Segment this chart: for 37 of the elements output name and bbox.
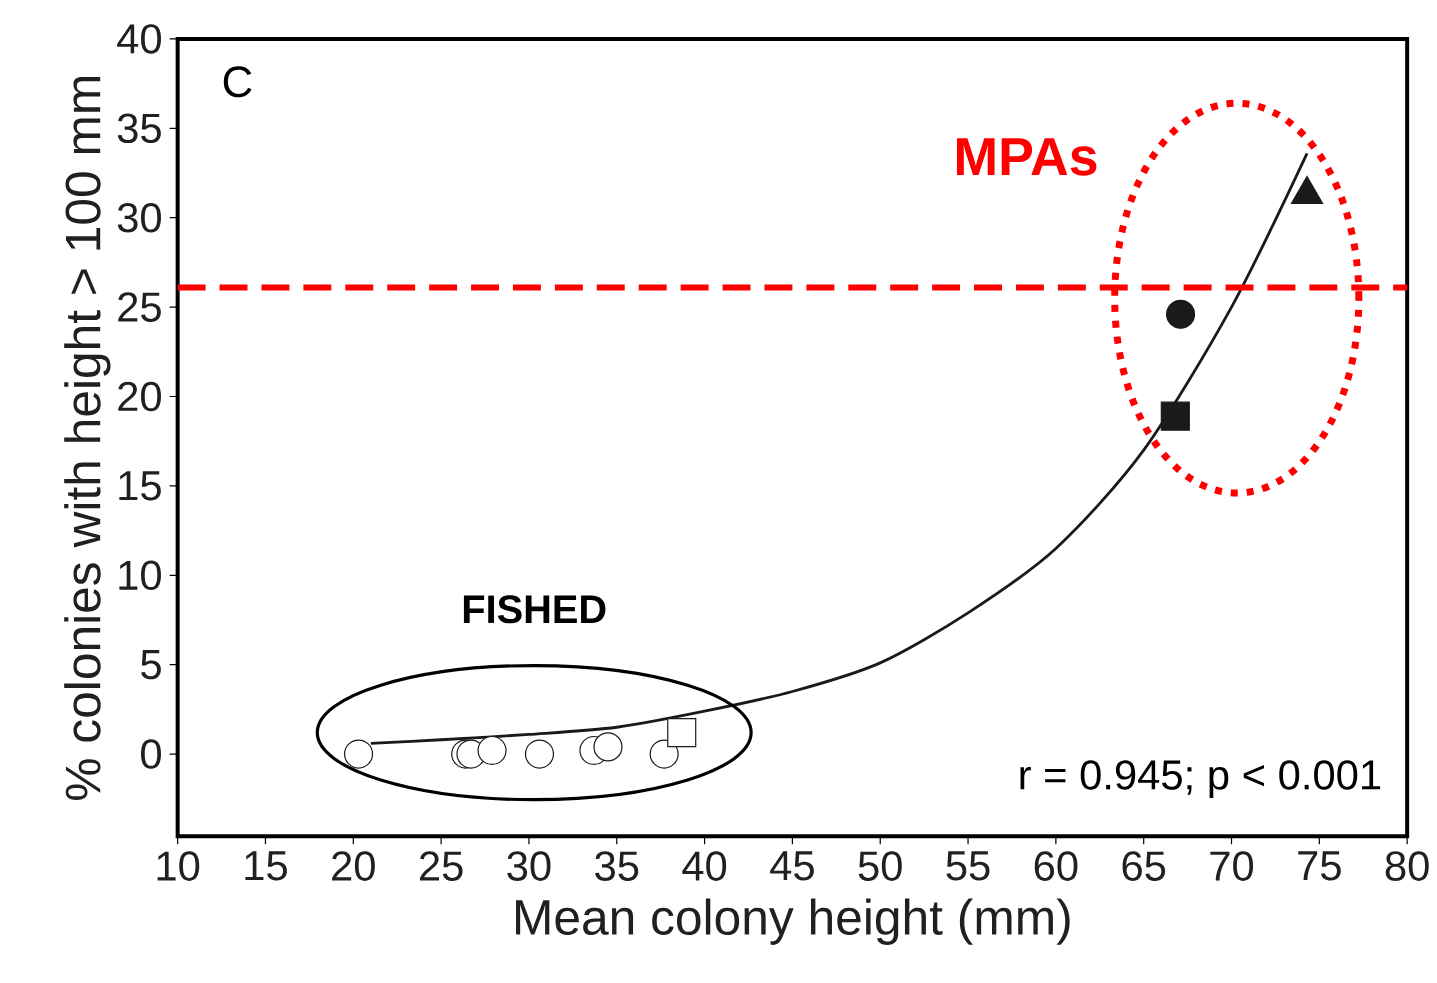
point <box>1166 299 1196 329</box>
y-tick-label: 30 <box>117 202 161 233</box>
point <box>524 739 555 769</box>
point <box>1160 401 1190 431</box>
point <box>667 718 697 748</box>
y-tick-label: 35 <box>117 113 161 144</box>
point <box>649 739 679 769</box>
y-tick-label: 10 <box>119 560 161 591</box>
annotation: MPAs <box>957 138 1097 176</box>
x-tick-label: 65 <box>1122 851 1166 881</box>
y-tick-label: 25 <box>118 292 161 322</box>
x-tick-label: 40 <box>682 851 727 881</box>
x-tick-label: 20 <box>332 851 375 881</box>
x-tick-label: 35 <box>595 851 639 881</box>
point <box>343 739 374 769</box>
annotation: r = 0.945; p < 0.001 <box>1020 760 1381 799</box>
annotation: C <box>223 66 252 98</box>
x-tick-label: 60 <box>1034 851 1078 881</box>
point <box>477 735 507 766</box>
y-tick-label: 40 <box>117 24 161 54</box>
x-tick-label: 75 <box>1298 851 1341 881</box>
y-tick-label: 0 <box>141 739 161 769</box>
y-tick-label: 15 <box>119 471 161 501</box>
x-tick-label: 15 <box>245 851 287 881</box>
x-tick-label: 55 <box>946 851 990 881</box>
y-tick-label: 5 <box>141 650 161 680</box>
x-tick-label: 30 <box>507 851 551 881</box>
x-tick-label: 80 <box>1385 851 1429 881</box>
x-tick-label: 50 <box>858 851 902 881</box>
x-axis-title: Mean colony height (mm) <box>516 898 1070 945</box>
point <box>593 732 623 762</box>
y-axis-title: % colonies with height > 100 mm <box>64 77 111 800</box>
x-tick-label: 45 <box>770 851 814 881</box>
y-tick-label: 20 <box>118 381 161 412</box>
x-tick-label: 70 <box>1210 851 1254 881</box>
annotation: FISHED <box>463 595 606 624</box>
x-tick-label: 25 <box>419 851 463 881</box>
